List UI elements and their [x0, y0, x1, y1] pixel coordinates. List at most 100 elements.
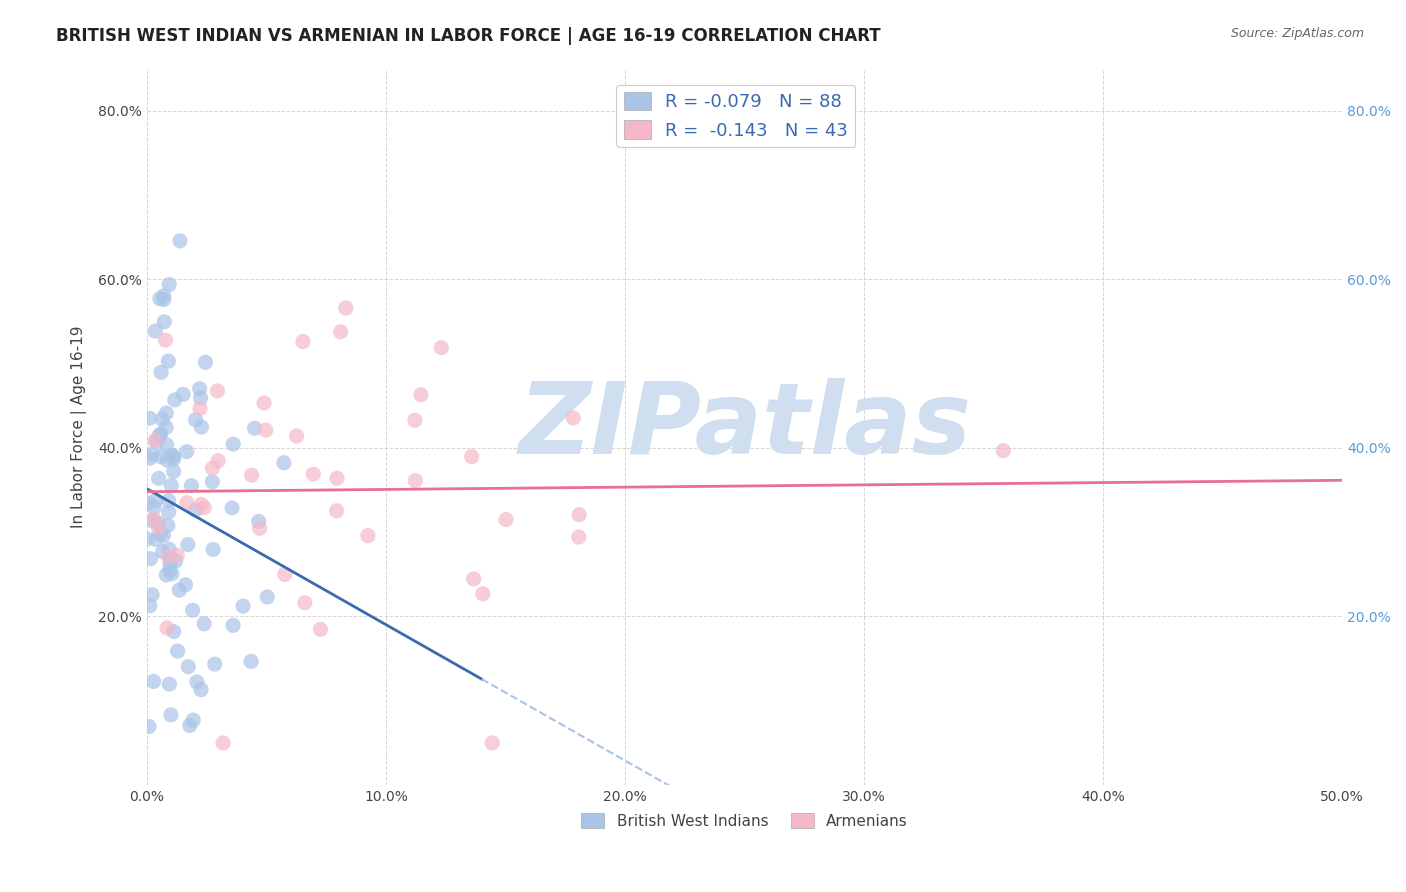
- Armenians: [157, 549, 180, 564]
- British West Indians: [201, 475, 224, 489]
- British West Indians: [179, 718, 201, 732]
- British West Indians: [194, 355, 217, 369]
- Text: Source: ZipAtlas.com: Source: ZipAtlas.com: [1230, 27, 1364, 40]
- Armenians: [207, 384, 229, 398]
- British West Indians: [184, 503, 207, 517]
- Armenians: [193, 500, 215, 515]
- Armenians: [156, 621, 179, 635]
- Armenians: [274, 567, 297, 582]
- British West Indians: [141, 514, 163, 528]
- British West Indians: [169, 234, 191, 248]
- British West Indians: [148, 516, 170, 530]
- British West Indians: [221, 500, 243, 515]
- Armenians: [207, 453, 229, 467]
- Armenians: [201, 461, 224, 475]
- British West Indians: [156, 453, 179, 467]
- British West Indians: [165, 554, 187, 568]
- British West Indians: [157, 493, 180, 508]
- Armenians: [188, 401, 211, 416]
- British West Indians: [181, 713, 204, 727]
- Armenians: [404, 413, 426, 427]
- British West Indians: [256, 590, 278, 604]
- British West Indians: [149, 526, 172, 541]
- Armenians: [471, 587, 494, 601]
- British West Indians: [190, 682, 212, 697]
- British West Indians: [160, 707, 183, 722]
- British West Indians: [150, 412, 173, 426]
- British West Indians: [139, 599, 162, 613]
- British West Indians: [148, 428, 170, 442]
- British West Indians: [145, 434, 167, 448]
- British West Indians: [157, 677, 180, 691]
- British West Indians: [163, 451, 186, 466]
- British West Indians: [155, 568, 177, 582]
- Armenians: [404, 474, 426, 488]
- British West Indians: [176, 444, 198, 458]
- Armenians: [294, 596, 316, 610]
- British West Indians: [155, 420, 177, 434]
- British West Indians: [240, 654, 263, 668]
- British West Indians: [138, 411, 160, 425]
- British West Indians: [177, 659, 200, 673]
- British West Indians: [152, 289, 174, 303]
- British West Indians: [155, 406, 177, 420]
- Armenians: [155, 333, 177, 347]
- Armenians: [463, 572, 485, 586]
- Text: BRITISH WEST INDIAN VS ARMENIAN IN LABOR FORCE | AGE 16-19 CORRELATION CHART: BRITISH WEST INDIAN VS ARMENIAN IN LABOR…: [56, 27, 882, 45]
- British West Indians: [162, 450, 184, 464]
- Armenians: [142, 512, 165, 526]
- British West Indians: [143, 500, 166, 515]
- British West Indians: [166, 644, 188, 658]
- British West Indians: [141, 447, 163, 461]
- British West Indians: [145, 533, 167, 547]
- Armenians: [993, 443, 1015, 458]
- Legend: British West Indians, Armenians: British West Indians, Armenians: [575, 806, 914, 835]
- British West Indians: [141, 588, 163, 602]
- British West Indians: [148, 471, 170, 485]
- British West Indians: [160, 478, 183, 492]
- British West Indians: [139, 451, 162, 466]
- British West Indians: [159, 557, 181, 571]
- British West Indians: [163, 392, 186, 407]
- British West Indians: [163, 624, 186, 639]
- British West Indians: [159, 564, 181, 578]
- Y-axis label: In Labor Force | Age 16-19: In Labor Force | Age 16-19: [72, 326, 87, 528]
- British West Indians: [153, 315, 176, 329]
- British West Indians: [145, 493, 167, 508]
- British West Indians: [156, 438, 179, 452]
- British West Indians: [160, 448, 183, 462]
- Text: ZIPatlas: ZIPatlas: [519, 378, 972, 475]
- British West Indians: [157, 542, 180, 557]
- British West Indians: [188, 382, 211, 396]
- Armenians: [562, 411, 585, 425]
- Armenians: [481, 736, 503, 750]
- British West Indians: [136, 496, 159, 510]
- British West Indians: [162, 464, 184, 478]
- British West Indians: [149, 427, 172, 442]
- Armenians: [329, 325, 352, 339]
- British West Indians: [152, 545, 174, 559]
- Armenians: [240, 468, 263, 483]
- British West Indians: [157, 505, 180, 519]
- British West Indians: [152, 528, 174, 542]
- British West Indians: [150, 365, 173, 379]
- British West Indians: [169, 583, 191, 598]
- Armenians: [190, 497, 212, 511]
- Armenians: [254, 423, 277, 437]
- Armenians: [495, 512, 517, 526]
- British West Indians: [142, 674, 165, 689]
- Armenians: [326, 471, 349, 485]
- Armenians: [461, 450, 484, 464]
- British West Indians: [149, 292, 172, 306]
- British West Indians: [136, 532, 159, 546]
- British West Indians: [247, 515, 270, 529]
- Armenians: [176, 496, 198, 510]
- British West Indians: [180, 479, 202, 493]
- British West Indians: [222, 618, 245, 632]
- British West Indians: [143, 324, 166, 338]
- Armenians: [302, 467, 325, 482]
- British West Indians: [204, 657, 226, 672]
- Armenians: [430, 341, 453, 355]
- British West Indians: [243, 421, 266, 435]
- British West Indians: [222, 437, 245, 451]
